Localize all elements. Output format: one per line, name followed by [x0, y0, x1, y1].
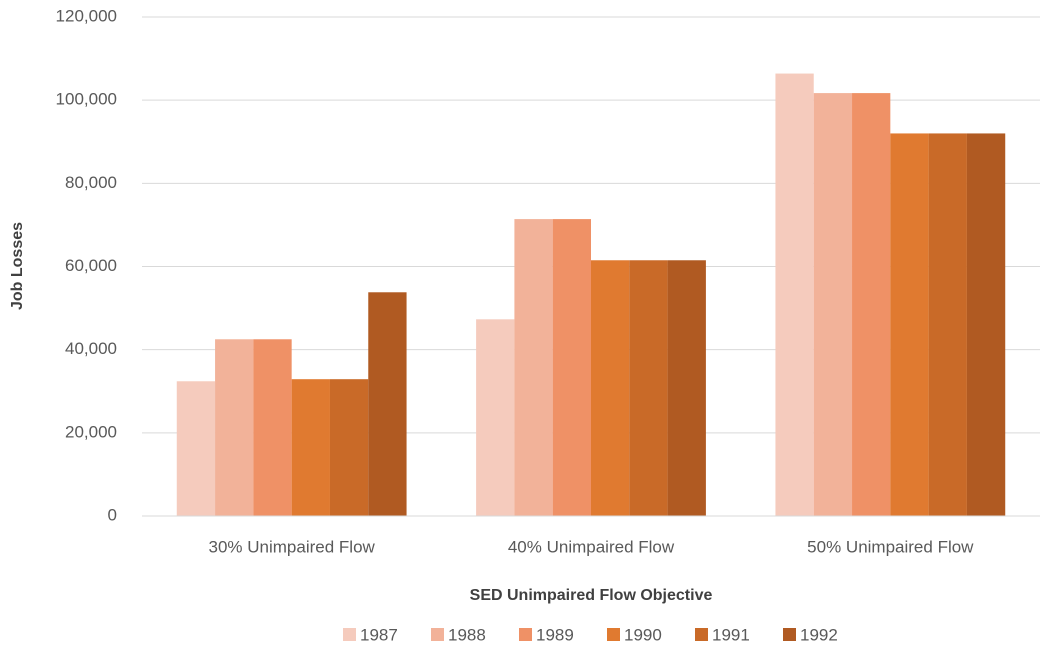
y-tick-label: 120,000 — [56, 6, 117, 25]
legend-swatch — [431, 628, 444, 641]
bar — [813, 93, 853, 516]
bar — [775, 73, 814, 516]
bar — [476, 319, 515, 516]
bar — [629, 260, 668, 516]
bar — [552, 219, 591, 516]
legend-swatch — [695, 628, 708, 641]
legend-swatch — [783, 628, 796, 641]
legend-label: 1989 — [536, 625, 574, 644]
legend-label: 1991 — [712, 625, 750, 644]
y-tick-label: 60,000 — [65, 256, 117, 275]
legend-label: 1990 — [624, 625, 662, 644]
bar — [928, 133, 967, 516]
bar — [176, 381, 216, 516]
bar — [291, 379, 330, 516]
bar — [514, 219, 553, 516]
x-tick-label: 40% Unimpaired Flow — [508, 537, 675, 556]
y-tick-label: 40,000 — [65, 339, 117, 358]
bar — [368, 292, 407, 516]
x-tick-label: 30% Unimpaired Flow — [209, 537, 376, 556]
legend-swatch — [607, 628, 620, 641]
bar — [329, 379, 369, 516]
legend-label: 1988 — [448, 625, 486, 644]
bar — [890, 133, 929, 516]
legend-label: 1992 — [800, 625, 838, 644]
legend-label: 1987 — [360, 625, 398, 644]
y-tick-label: 20,000 — [65, 422, 117, 441]
legend-swatch — [519, 628, 532, 641]
legend-swatch — [343, 628, 356, 641]
y-axis-title: Job Losses — [9, 222, 26, 310]
x-axis-title: SED Unimpaired Flow Objective — [470, 587, 713, 604]
bar — [667, 260, 706, 516]
y-tick-label: 100,000 — [56, 90, 117, 109]
y-tick-label: 0 — [108, 505, 117, 524]
bar — [215, 339, 254, 516]
x-tick-label: 50% Unimpaired Flow — [807, 537, 974, 556]
bar — [852, 93, 891, 516]
bar — [253, 339, 292, 516]
y-tick-label: 80,000 — [65, 173, 117, 192]
bar — [966, 133, 1006, 516]
bar — [591, 260, 630, 516]
